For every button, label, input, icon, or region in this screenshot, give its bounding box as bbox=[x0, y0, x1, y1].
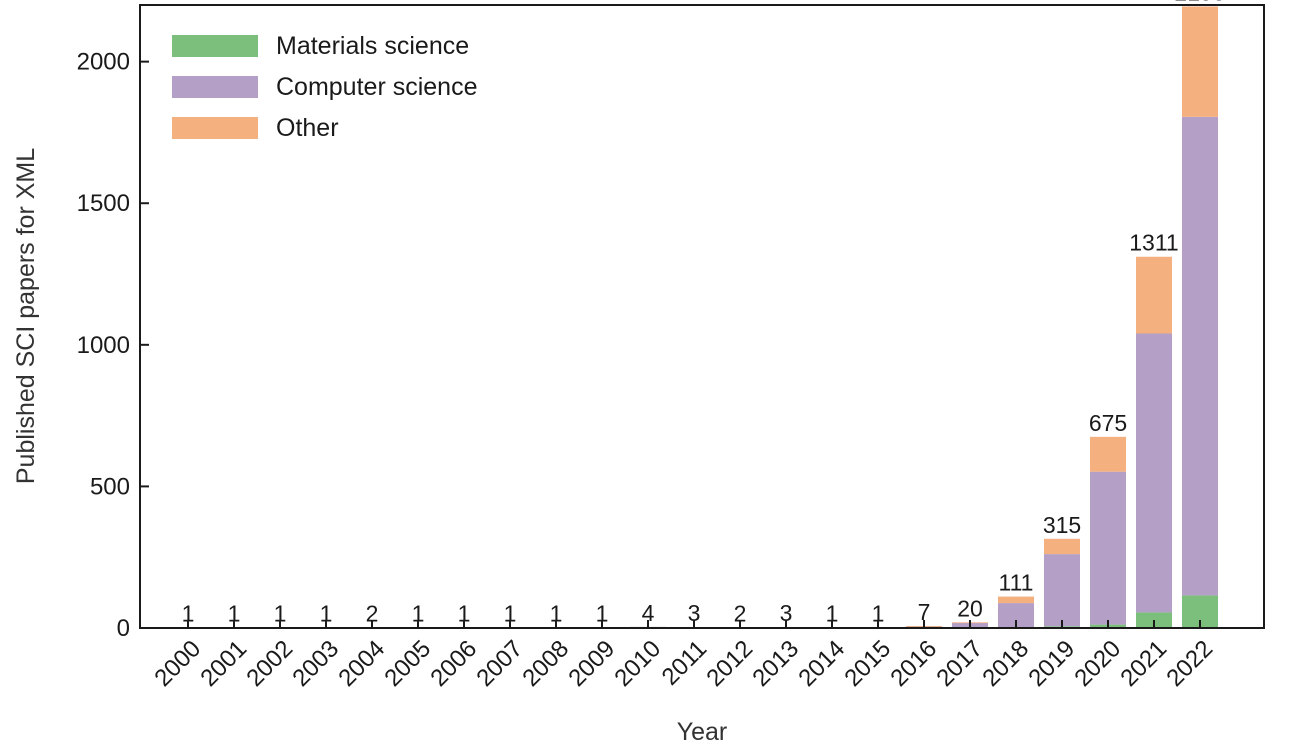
total-label-2014: 1 bbox=[826, 601, 839, 627]
bars-layer bbox=[170, 6, 1218, 629]
x-tick-label-2015: 2015 bbox=[839, 635, 896, 692]
total-label-2005: 1 bbox=[412, 601, 425, 627]
total-label-2004: 2 bbox=[366, 600, 379, 626]
y-tick-label: 0 bbox=[117, 615, 130, 642]
x-tick-label-2020: 2020 bbox=[1069, 635, 1126, 692]
total-labels-layer: 111121111143231172011131567513112195 bbox=[182, 0, 1226, 627]
total-label-2016: 7 bbox=[918, 599, 931, 625]
x-tick-label-2012: 2012 bbox=[701, 635, 758, 692]
x-tick-label-2009: 2009 bbox=[563, 635, 620, 692]
bar-2020-series-1 bbox=[1090, 471, 1126, 625]
bar-2022-series-1 bbox=[1182, 116, 1218, 596]
bar-2019-series-1 bbox=[1044, 554, 1080, 627]
bar-2020-series-2 bbox=[1090, 436, 1126, 472]
total-label-2021: 1311 bbox=[1129, 230, 1178, 256]
plot-frame bbox=[139, 4, 1265, 629]
total-label-2011: 3 bbox=[688, 600, 701, 626]
x-tick-label-2006: 2006 bbox=[425, 635, 482, 692]
total-label-2022: 2195 bbox=[1174, 0, 1225, 5]
y-tick-label: 2000 bbox=[77, 49, 130, 76]
total-label-2003: 1 bbox=[320, 601, 333, 627]
x-tick-label-2000: 2000 bbox=[149, 635, 206, 692]
total-label-2017: 20 bbox=[957, 595, 983, 621]
total-label-2019: 315 bbox=[1043, 512, 1081, 538]
x-tick-label-2021: 2021 bbox=[1115, 635, 1172, 692]
total-label-2008: 1 bbox=[550, 601, 563, 627]
legend-label-2: Other bbox=[276, 114, 339, 142]
total-label-2001: 1 bbox=[228, 601, 241, 627]
y-tick-label: 1500 bbox=[77, 190, 130, 217]
x-tick-label-2002: 2002 bbox=[241, 635, 298, 692]
legend-label-1: Computer science bbox=[276, 73, 477, 101]
total-label-2007: 1 bbox=[504, 601, 517, 627]
y-axis: 0 500 1000 1500 2000 bbox=[77, 49, 149, 642]
x-tick-label-2010: 2010 bbox=[609, 635, 666, 692]
total-label-2012: 2 bbox=[734, 600, 747, 626]
x-tick-label-2005: 2005 bbox=[379, 635, 436, 692]
total-label-2002: 1 bbox=[274, 601, 287, 627]
bar-2022-series-2 bbox=[1182, 6, 1218, 117]
y-tick-label: 500 bbox=[90, 473, 130, 500]
total-label-2000: 1 bbox=[182, 601, 195, 627]
total-label-2013: 3 bbox=[780, 600, 793, 626]
x-tick-label-2017: 2017 bbox=[931, 635, 988, 692]
total-label-2015: 1 bbox=[872, 601, 885, 627]
x-tick-label-2013: 2013 bbox=[747, 635, 804, 692]
total-label-2020: 675 bbox=[1089, 410, 1127, 436]
y-tick-label: 1000 bbox=[77, 332, 130, 359]
total-label-2010: 4 bbox=[642, 600, 655, 626]
x-tick-label-2008: 2008 bbox=[517, 635, 574, 692]
bar-2021-series-2 bbox=[1136, 256, 1172, 334]
x-tick-label-2003: 2003 bbox=[287, 635, 344, 692]
total-label-2009: 1 bbox=[596, 601, 609, 627]
total-label-2018: 111 bbox=[999, 570, 1034, 596]
bar-2018-series-2 bbox=[998, 596, 1034, 604]
total-label-2006: 1 bbox=[458, 601, 471, 627]
legend-label-0: Materials science bbox=[276, 32, 469, 60]
bar-2019-series-2 bbox=[1044, 538, 1080, 555]
x-tick-label-2019: 2019 bbox=[1023, 635, 1080, 692]
x-tick-label-2011: 2011 bbox=[657, 635, 713, 691]
legend-swatch-0 bbox=[172, 35, 258, 57]
bar-2021-series-1 bbox=[1136, 333, 1172, 613]
y-axis-title: Published SCI papers for XML bbox=[12, 148, 40, 484]
x-axis: 2000200120022003200420052006200720082009… bbox=[149, 620, 1218, 692]
legend-swatch-2 bbox=[172, 117, 258, 139]
x-tick-label-2022: 2022 bbox=[1161, 635, 1218, 692]
x-tick-label-2007: 2007 bbox=[471, 635, 528, 692]
x-tick-label-2014: 2014 bbox=[793, 635, 850, 692]
x-tick-label-2016: 2016 bbox=[885, 635, 942, 692]
legend-swatch-1 bbox=[172, 76, 258, 98]
legend: Materials science Computer science Other bbox=[172, 32, 477, 142]
x-tick-label-2018: 2018 bbox=[977, 635, 1034, 692]
x-tick-label-2004: 2004 bbox=[333, 635, 390, 692]
x-axis-title: Year bbox=[677, 718, 728, 746]
x-tick-label-2001: 2001 bbox=[195, 635, 252, 692]
